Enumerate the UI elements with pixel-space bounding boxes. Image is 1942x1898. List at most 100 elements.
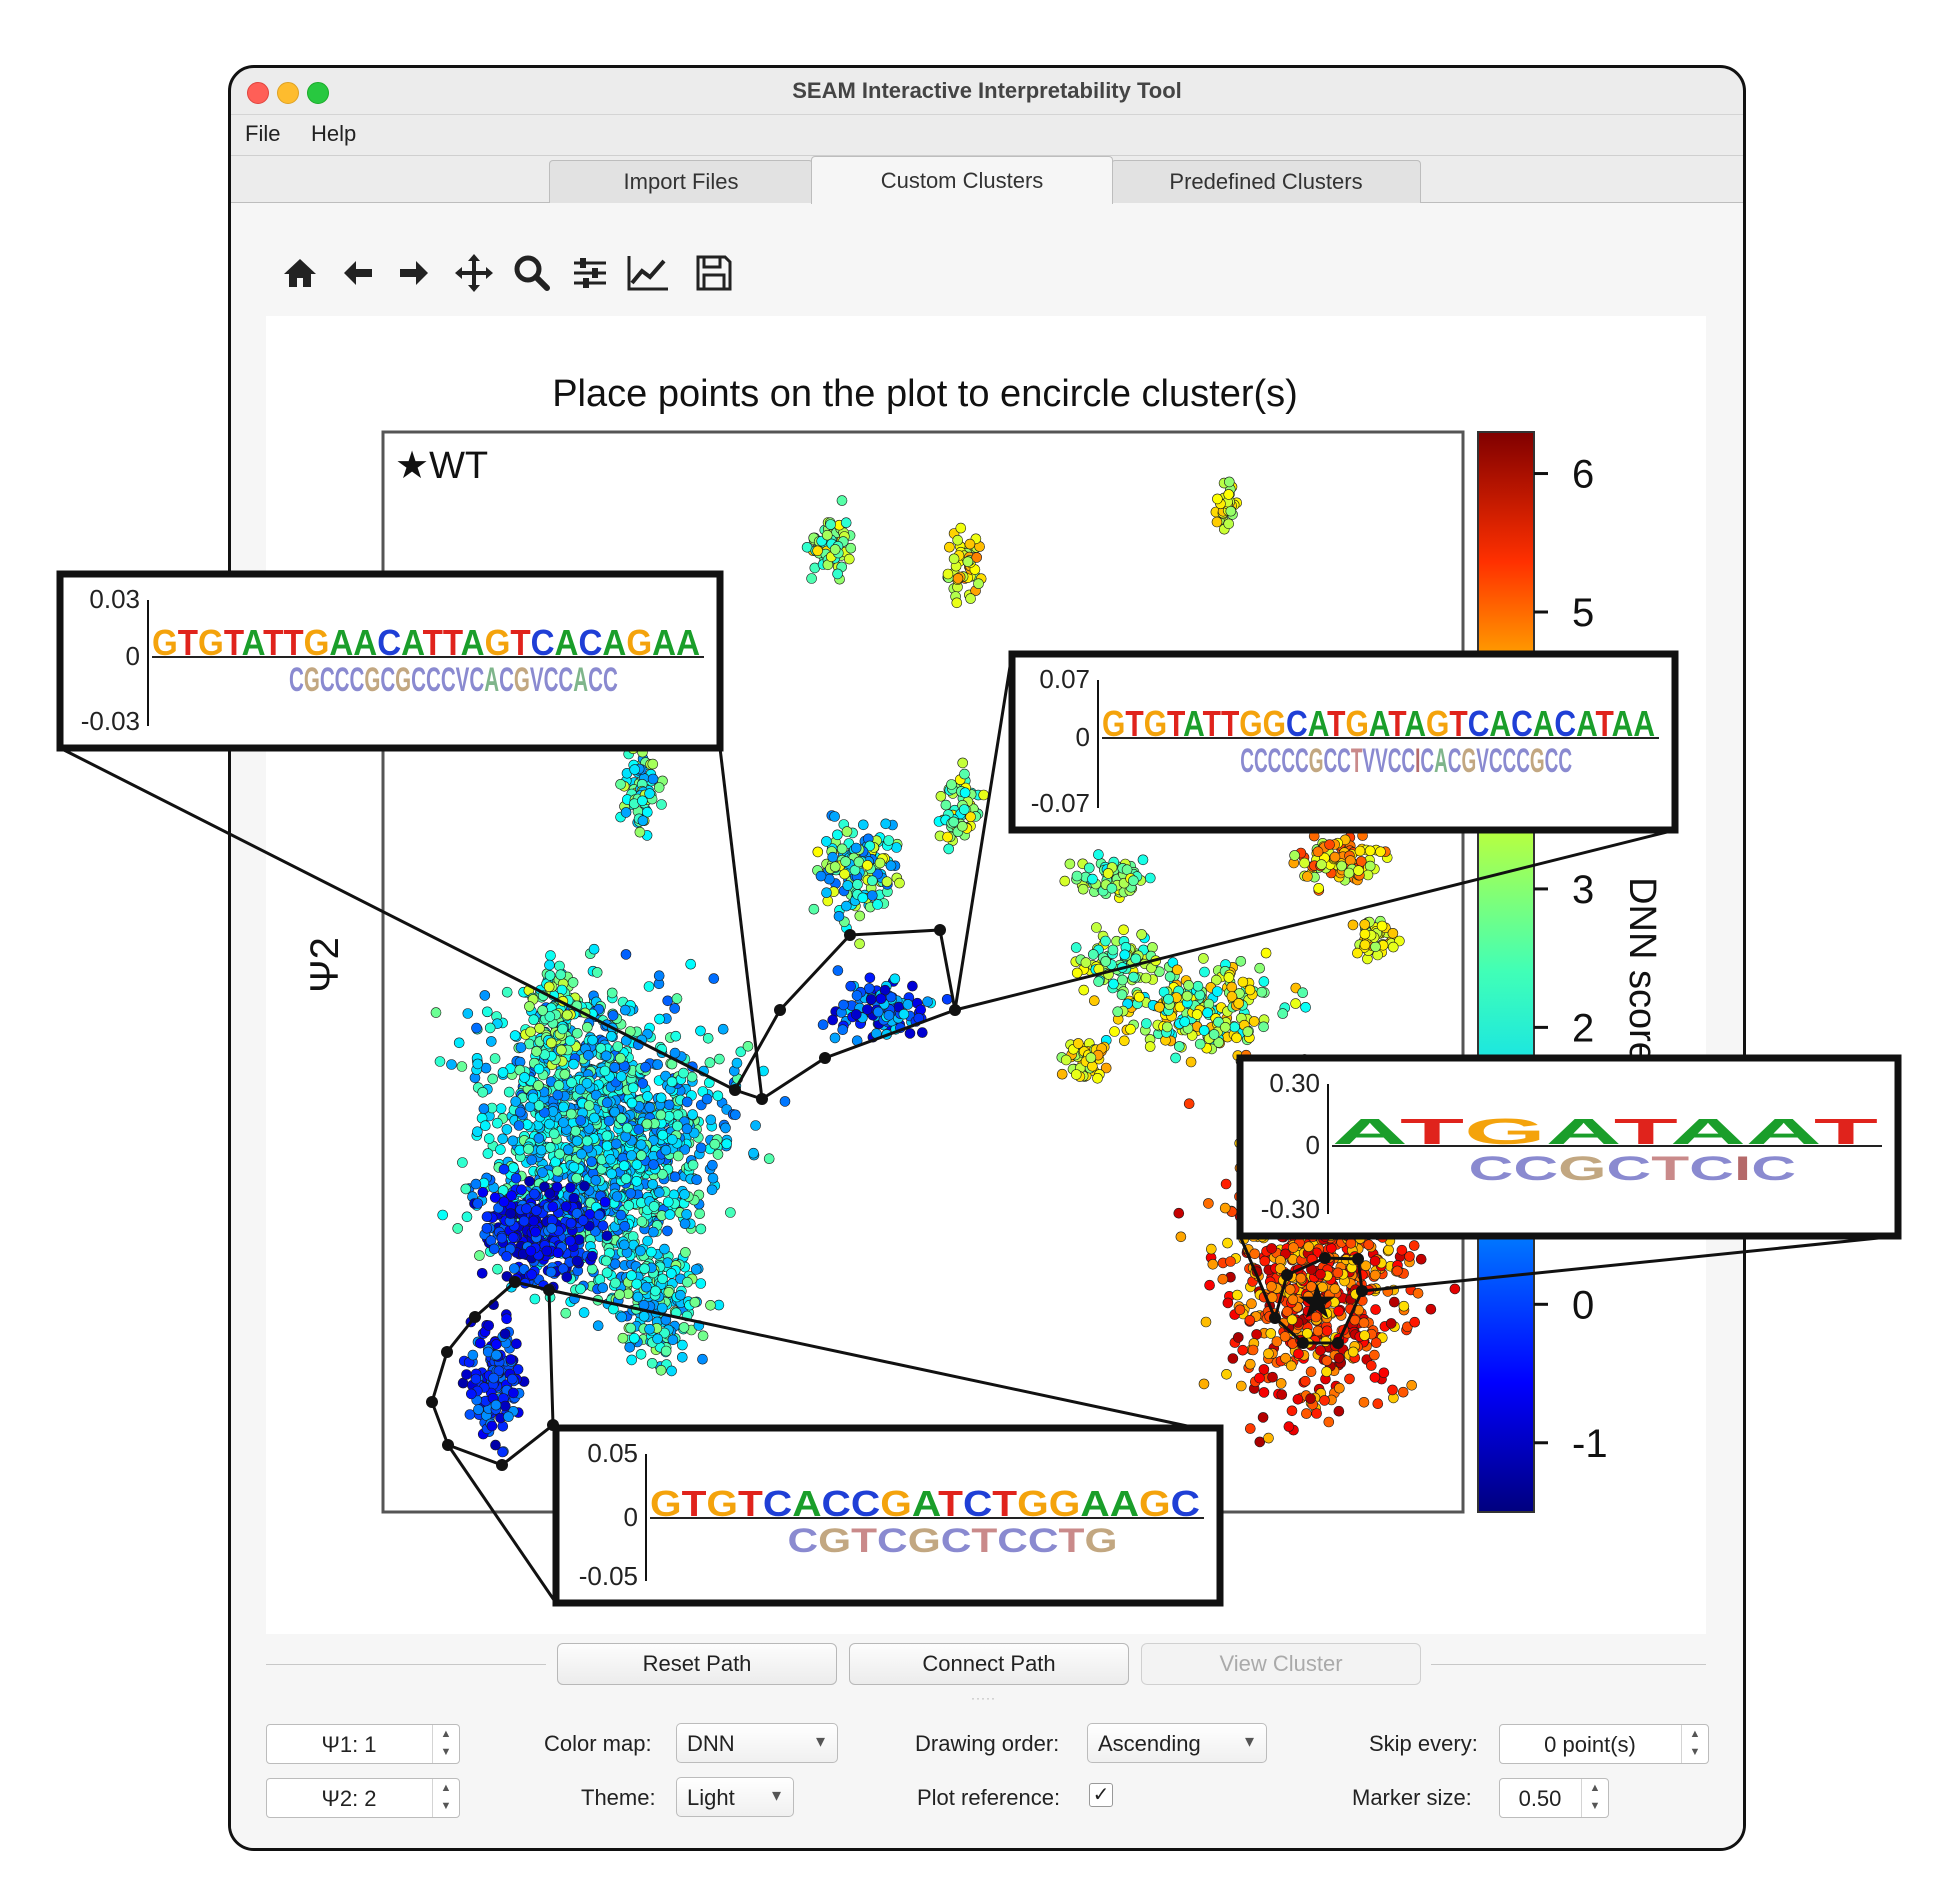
path-vertex[interactable] — [509, 1276, 521, 1288]
spin-arrows-icon[interactable]: ▲ ▼ — [432, 1725, 459, 1763]
scatter-point — [965, 593, 976, 604]
scatter-point — [612, 1041, 624, 1052]
scatter-point — [634, 826, 646, 838]
scatter-point — [607, 1010, 619, 1021]
path-vertex[interactable] — [774, 1004, 786, 1016]
tab-custom-clusters[interactable]: Custom Clusters — [811, 156, 1113, 204]
close-window-button[interactable] — [247, 82, 269, 104]
scatter-point — [617, 1332, 629, 1344]
scatter-point — [1398, 1300, 1410, 1312]
scatter-point — [702, 1033, 714, 1044]
menu-file[interactable]: File — [245, 121, 281, 146]
zoom-icon[interactable] — [509, 245, 555, 301]
home-icon[interactable] — [277, 245, 323, 301]
minimize-window-button[interactable] — [277, 82, 299, 104]
spin-arrows-icon[interactable]: ▲ ▼ — [1581, 1779, 1608, 1817]
scatter-point — [1220, 1178, 1232, 1190]
path-vertex[interactable] — [441, 1346, 453, 1358]
scatter-point — [1347, 919, 1359, 931]
scatter-point — [1128, 971, 1139, 983]
configure-subplots-icon[interactable] — [567, 245, 613, 301]
scatter-point — [470, 1178, 482, 1190]
pan-icon[interactable] — [451, 245, 497, 301]
path-vertex[interactable] — [1281, 1269, 1293, 1281]
psi1-spinbox[interactable]: Ψ1: 1 ▲ ▼ — [266, 1724, 460, 1764]
scatter-point — [1305, 1393, 1316, 1404]
zoom-window-button[interactable] — [307, 82, 329, 104]
reset-path-button[interactable]: Reset Path — [557, 1643, 837, 1685]
scatter-point — [840, 517, 852, 529]
path-vertex[interactable] — [1332, 1337, 1344, 1349]
menu-help[interactable]: Help — [311, 121, 357, 146]
scatter-point — [597, 1282, 609, 1294]
scatter-point — [669, 1171, 681, 1183]
scatter-point — [1366, 1360, 1377, 1371]
path-vertex[interactable] — [1352, 1253, 1364, 1265]
marker-size-spinbox[interactable]: 0.50 ▲ ▼ — [1499, 1778, 1609, 1818]
theme-select[interactable]: Light ▾ — [676, 1777, 794, 1817]
scatter-point — [1071, 870, 1083, 882]
scatter-point — [483, 1320, 495, 1331]
scatter-point — [484, 1022, 496, 1034]
scatter-point — [1137, 854, 1149, 866]
forward-arrow-icon[interactable] — [391, 245, 437, 301]
scatter-point — [483, 1133, 495, 1144]
scatter-point — [1246, 1298, 1257, 1309]
scatter-point — [1297, 987, 1308, 999]
scatter-point — [644, 1323, 655, 1335]
tab-import-files[interactable]: Import Files — [549, 160, 813, 203]
scatter-point — [681, 1209, 692, 1220]
scatter-point — [669, 1003, 681, 1014]
tab-predefined-clusters[interactable]: Predefined Clusters — [1111, 160, 1421, 203]
skip-every-spinbox[interactable]: 0 point(s) ▲ ▼ — [1499, 1724, 1709, 1764]
scatter-point — [524, 1176, 535, 1187]
path-vertex[interactable] — [844, 929, 856, 941]
scatter-point — [1231, 1032, 1242, 1044]
scatter-point — [666, 1134, 678, 1145]
save-icon[interactable] — [691, 245, 737, 301]
logo-inset-top-right: 0.07 0 -0.07 GTGTATTGGCATGATAGTCACACATAACCC… — [1008, 650, 1679, 834]
plot-reference-checkbox[interactable]: ✓ — [1089, 1783, 1113, 1807]
scatter-point — [1102, 868, 1114, 879]
scatter-point — [635, 1349, 647, 1360]
scatter-point — [510, 1096, 522, 1107]
spin-arrows-icon[interactable]: ▲ ▼ — [1681, 1725, 1708, 1763]
scatter-point — [578, 1307, 590, 1318]
scatter-point — [576, 1148, 587, 1160]
scatter-point — [620, 807, 632, 818]
drawing-order-select[interactable]: Ascending ▾ — [1087, 1723, 1267, 1763]
view-cluster-button[interactable]: View Cluster — [1141, 1643, 1421, 1685]
scatter-point — [1106, 882, 1118, 894]
path-vertex[interactable] — [1319, 1252, 1331, 1264]
connect-path-button[interactable]: Connect Path — [849, 1643, 1129, 1685]
back-arrow-icon[interactable] — [335, 245, 381, 301]
path-vertex[interactable] — [934, 924, 946, 936]
edit-axes-icon[interactable] — [625, 245, 671, 301]
scatter-point — [1370, 1304, 1381, 1315]
color-map-select[interactable]: DNN ▾ — [676, 1723, 838, 1763]
scatter-point — [506, 1373, 518, 1385]
path-vertex[interactable] — [426, 1396, 438, 1408]
scatter-point — [647, 773, 659, 785]
spin-arrows-icon[interactable]: ▲ ▼ — [432, 1779, 459, 1817]
scatter-point — [1347, 1346, 1359, 1358]
scatter-point — [1194, 989, 1206, 1001]
colorbar-ticks: 6 5 3 2 0 -1 — [1534, 453, 1608, 1466]
scatter-point — [916, 1027, 928, 1038]
scatter-point — [1353, 865, 1364, 876]
scatter-point — [526, 1269, 538, 1280]
path-vertex[interactable] — [496, 1459, 508, 1471]
scatter-point — [490, 1399, 502, 1411]
path-vertex[interactable] — [1297, 1337, 1309, 1349]
path-vertex[interactable] — [469, 1311, 481, 1323]
scatter-point — [850, 1009, 862, 1020]
splitter-grip[interactable]: ····· — [971, 1691, 996, 1705]
psi2-spinbox[interactable]: Ψ2: 2 ▲ ▼ — [266, 1778, 460, 1818]
scatter-point — [1244, 984, 1256, 996]
scatter-point — [495, 1144, 506, 1155]
path-vertex[interactable] — [819, 1052, 831, 1064]
scatter-point — [821, 836, 832, 847]
